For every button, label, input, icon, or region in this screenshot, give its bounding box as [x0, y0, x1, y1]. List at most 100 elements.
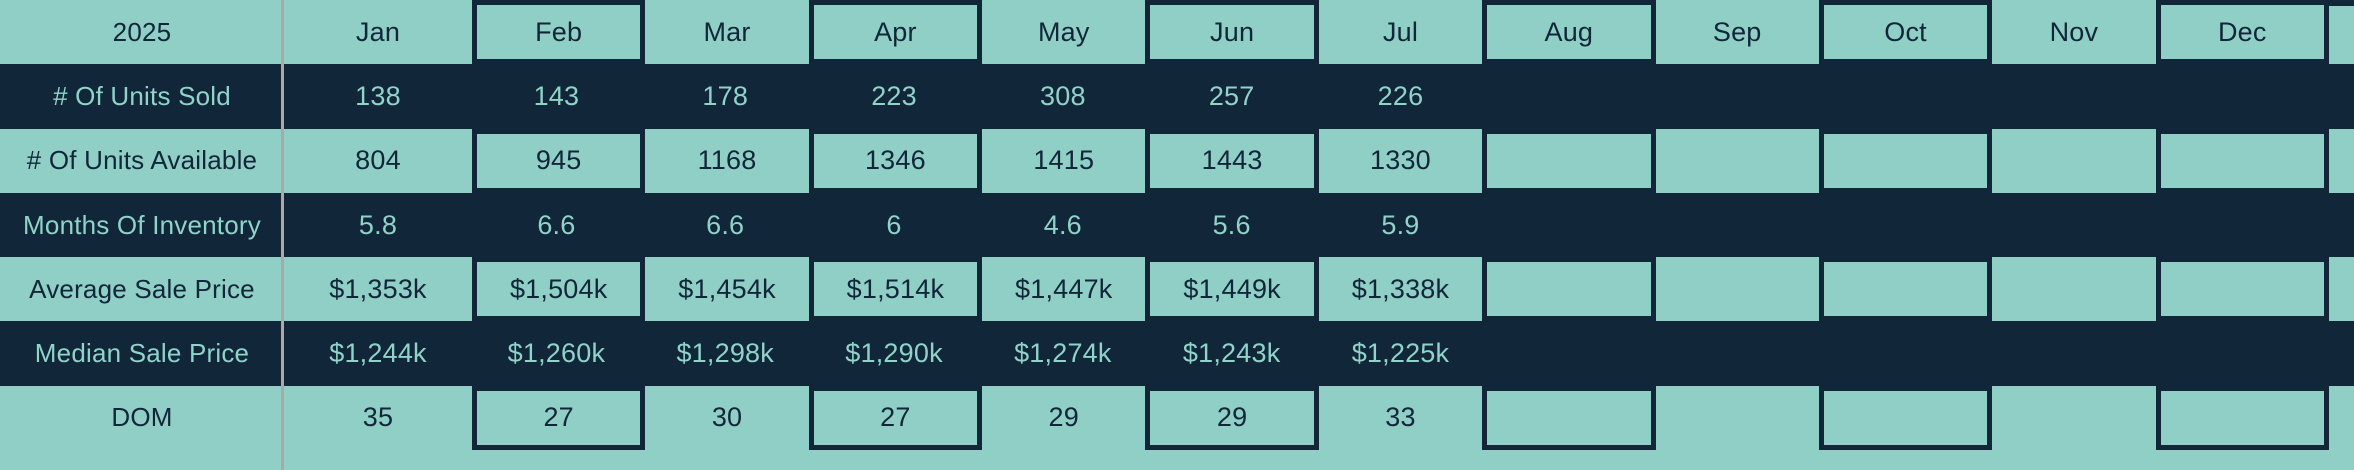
month-header-apr: Apr	[808, 0, 983, 65]
value-cell	[1485, 321, 1654, 385]
value-cell	[1818, 385, 1993, 451]
value-cell: $1,504k	[472, 257, 646, 322]
row-label: # Of Units Available	[26, 145, 258, 176]
table-row: Average Sale Price $1,353k $1,504k $1,454k $…	[0, 257, 2354, 322]
value-cell: 223	[871, 80, 917, 111]
value-cell: $1,225k	[1351, 338, 1450, 369]
table-row: Months Of Inventory 5.8 6.6 6.6 6 4.6 5.6 5.9	[0, 192, 2354, 258]
value-cell: 6	[886, 209, 902, 240]
partial-next-column	[2329, 129, 2354, 193]
year-cell: 2025	[112, 16, 172, 47]
value-cell: 178	[702, 80, 749, 111]
partial-next-column	[2329, 257, 2354, 321]
table-row: # Of Units Available 804 945 1168 1346 1415 14…	[0, 128, 2354, 193]
value-cell: $1,274k	[1014, 338, 1112, 369]
value-cell	[2160, 64, 2329, 128]
value-cell	[1992, 257, 2155, 321]
value-cell	[2155, 257, 2329, 322]
value-cell: $1,298k	[676, 338, 774, 369]
row-label: DOM	[111, 402, 173, 433]
table-rows: 2025 Jan Feb Mar Apr May Jun Jul Aug Sep Oct Nov Dec…	[0, 0, 2354, 451]
row-label: Average Sale Price	[29, 273, 255, 304]
value-cell: 804	[355, 145, 401, 176]
value-cell	[1823, 321, 1992, 385]
value-cell: 1415	[1033, 145, 1095, 176]
label-column-divider-line	[281, 0, 284, 470]
value-cell: 4.6	[1043, 209, 1082, 240]
value-cell	[2155, 128, 2329, 193]
value-cell: 30	[711, 402, 743, 433]
value-cell	[1656, 257, 1819, 321]
header-row: 2025 Jan Feb Mar Apr May Jun Jul Aug Sep Oct Nov Dec	[0, 0, 2354, 65]
value-cell: 1443	[1145, 128, 1319, 193]
row-label: # Of Units Sold	[53, 80, 231, 111]
month-header-nov: Nov	[2049, 16, 2099, 47]
value-cell: 29	[1048, 402, 1079, 433]
value-cell	[1991, 193, 2160, 257]
value-cell: 308	[1040, 80, 1086, 111]
value-cell: 1346	[808, 128, 983, 193]
value-cell: 5.6	[1212, 209, 1251, 240]
value-cell	[2160, 321, 2329, 385]
value-cell: 33	[1385, 402, 1416, 433]
value-cell: $1,449k	[1145, 257, 1319, 322]
value-cell	[1818, 128, 1993, 193]
value-cell: 1330	[1370, 145, 1431, 176]
value-cell	[1656, 129, 1819, 193]
month-header-jan: Jan	[355, 16, 401, 47]
table-row: DOM 35 27 30 27 29 29 33	[0, 385, 2354, 451]
partial-next-column	[2329, 321, 2354, 385]
value-cell: $1,244k	[329, 338, 427, 369]
value-cell: 5.9	[1381, 209, 1420, 240]
table-row: # Of Units Sold 138 143 178 223 308 257 226	[0, 64, 2354, 129]
table-row: Median Sale Price $1,244k $1,260k $1,298k $1…	[0, 321, 2354, 386]
partial-next-column	[2328, 0, 2354, 64]
value-cell	[1656, 386, 1819, 450]
value-cell	[1485, 193, 1654, 257]
row-label: Months Of Inventory	[23, 209, 261, 240]
value-cell	[1991, 321, 2160, 385]
month-header-may: May	[1037, 16, 1090, 47]
value-cell: $1,447k	[1015, 273, 1113, 304]
value-cell: $1,243k	[1182, 338, 1281, 369]
value-cell	[2155, 385, 2329, 451]
value-cell	[1654, 321, 1823, 385]
value-cell	[1992, 386, 2155, 450]
value-cell: $1,514k	[808, 257, 983, 322]
value-cell	[1818, 257, 1993, 322]
value-cell: $1,260k	[507, 338, 606, 369]
month-header-jun: Jun	[1145, 0, 1319, 65]
value-cell	[1485, 64, 1654, 128]
value-cell: $1,353k	[329, 273, 427, 304]
value-cell: 257	[1208, 80, 1255, 111]
value-cell: 35	[362, 402, 394, 433]
month-header-aug: Aug	[1482, 0, 1656, 65]
value-cell: 27	[472, 385, 646, 451]
partial-next-column	[2329, 193, 2354, 257]
value-cell: 945	[472, 128, 646, 193]
value-cell: $1,338k	[1351, 273, 1450, 304]
month-header-feb: Feb	[472, 0, 646, 65]
value-cell: 138	[355, 80, 401, 111]
value-cell	[1992, 129, 2155, 193]
value-cell: 5.8	[358, 209, 398, 240]
value-cell: 6.6	[706, 209, 745, 240]
month-header-mar: Mar	[703, 16, 751, 47]
value-cell	[1823, 64, 1992, 128]
value-cell	[2160, 193, 2329, 257]
value-cell: 6.6	[537, 209, 576, 240]
value-cell: $1,454k	[678, 273, 776, 304]
bottom-band	[0, 450, 2354, 470]
partial-next-column	[2329, 386, 2354, 450]
value-cell	[1823, 193, 1992, 257]
value-cell	[1654, 64, 1823, 128]
value-cell: 226	[1377, 80, 1424, 111]
value-cell: 1168	[697, 145, 757, 176]
value-cell: 29	[1145, 385, 1319, 451]
month-header-sep: Sep	[1712, 16, 1762, 47]
month-header-dec: Dec	[2155, 0, 2329, 65]
month-header-jul: Jul	[1382, 16, 1419, 47]
value-cell	[1482, 385, 1656, 451]
value-cell	[1654, 193, 1823, 257]
